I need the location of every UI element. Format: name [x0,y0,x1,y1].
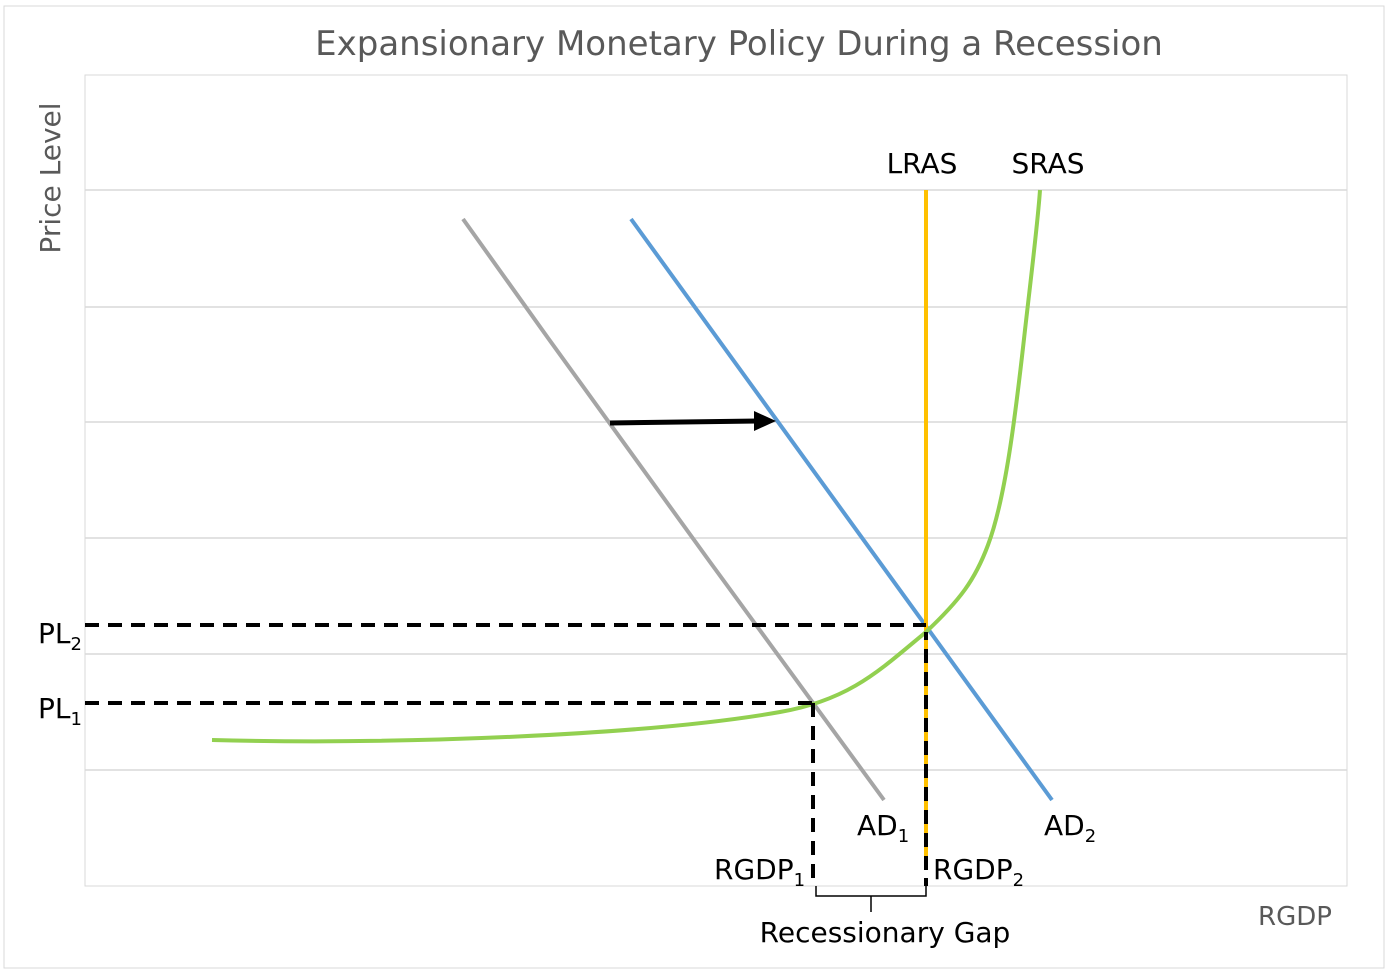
recessionary-gap-label: Recessionary Gap [760,916,1011,949]
pl2-label: PL2 [38,617,82,655]
ad2-label: AD2 [1044,809,1096,847]
plot-area [84,74,1348,887]
shift-arrow-icon [754,411,776,431]
chart-title: Expansionary Monetary Policy During a Re… [315,24,1163,64]
x-axis-label: RGDP [1258,902,1332,932]
y-axis-label: Price Level [34,102,67,253]
rgdp2-label: RGDP2 [933,853,1024,891]
shift-arrow-shaft [609,418,759,426]
ad1-curve [461,217,886,802]
pl1-label: PL1 [38,692,82,730]
sras-label: SRAS [1011,147,1084,180]
ad1-label: AD1 [857,809,909,847]
ad2-curve [629,217,1054,802]
rgdp1-label: RGDP1 [714,853,805,891]
lras-label: LRAS [887,147,958,180]
recessionary-gap-brace [815,886,927,912]
chart-border [3,5,1385,969]
sras-curve [211,189,1042,744]
